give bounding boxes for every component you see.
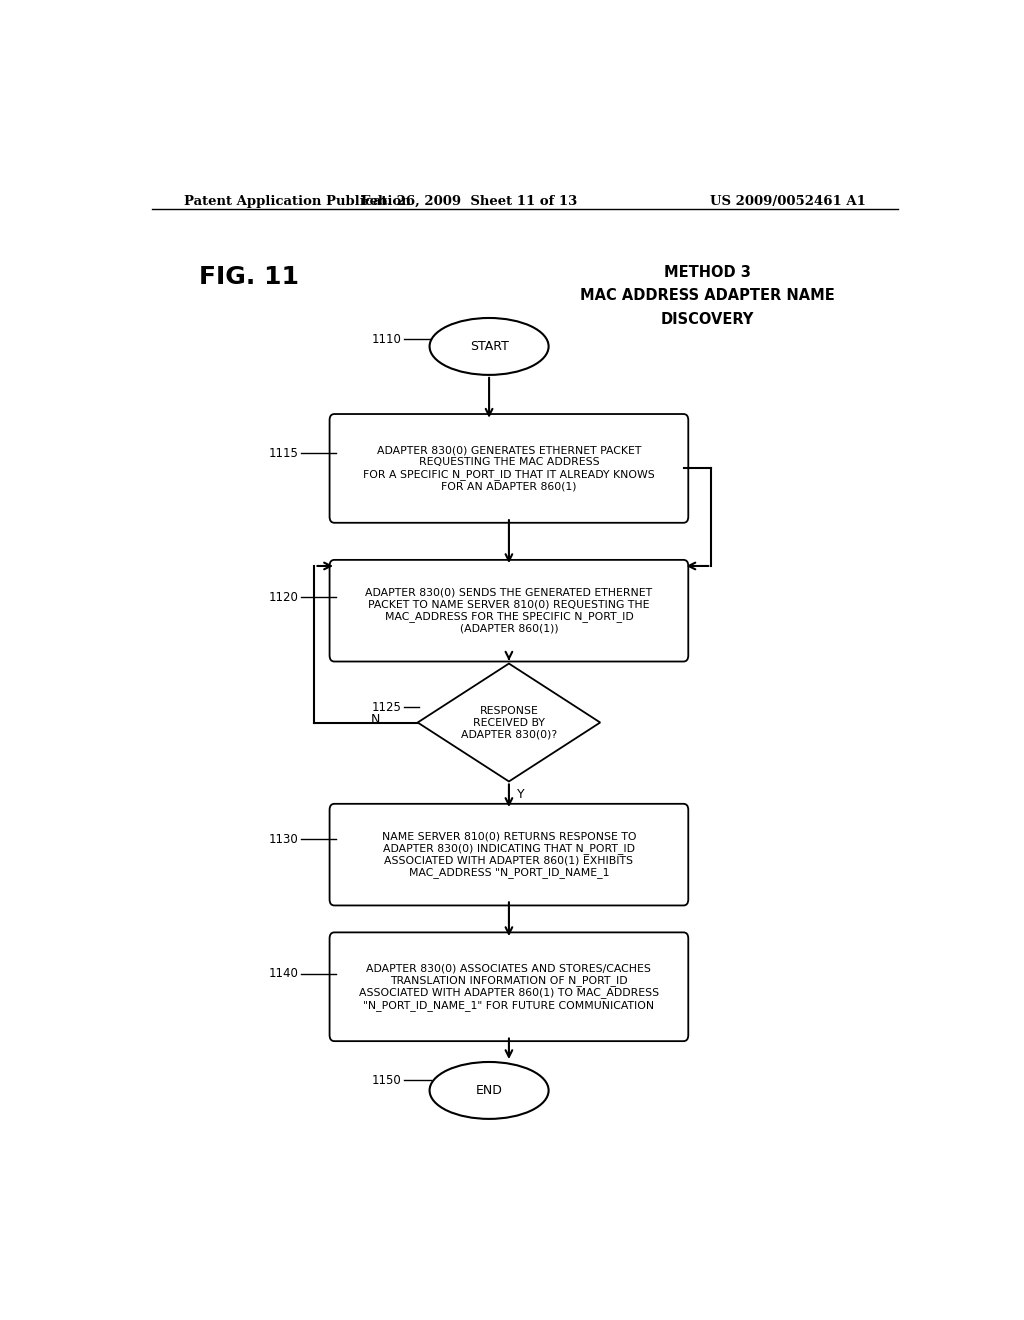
Text: 1140: 1140: [268, 968, 299, 979]
Text: 1120: 1120: [268, 591, 299, 605]
Text: 1125: 1125: [372, 701, 401, 714]
Text: FIG. 11: FIG. 11: [200, 265, 299, 289]
Text: 1110: 1110: [372, 333, 401, 346]
Text: Y: Y: [517, 788, 524, 800]
Text: ADAPTER 830(0) SENDS THE GENERATED ETHERNET
PACKET TO NAME SERVER 810(0) REQUEST: ADAPTER 830(0) SENDS THE GENERATED ETHER…: [366, 587, 652, 634]
Text: MAC ADDRESS ADAPTER NAME: MAC ADDRESS ADAPTER NAME: [580, 289, 835, 304]
Text: DISCOVERY: DISCOVERY: [660, 312, 754, 327]
Text: US 2009/0052461 A1: US 2009/0052461 A1: [711, 195, 866, 209]
Text: NAME SERVER 810(0) RETURNS RESPONSE TO
ADAPTER 830(0) INDICATING THAT N_PORT_ID
: NAME SERVER 810(0) RETURNS RESPONSE TO A…: [382, 832, 636, 878]
Text: METHOD 3: METHOD 3: [664, 265, 751, 280]
Text: END: END: [476, 1084, 503, 1097]
Text: 1130: 1130: [269, 833, 299, 846]
Text: N: N: [371, 713, 380, 726]
Text: START: START: [470, 341, 509, 352]
Text: 1150: 1150: [372, 1073, 401, 1086]
Text: Feb. 26, 2009  Sheet 11 of 13: Feb. 26, 2009 Sheet 11 of 13: [361, 195, 578, 209]
Text: 1115: 1115: [268, 446, 299, 459]
Text: RESPONSE
RECEIVED BY
ADAPTER 830(0)?: RESPONSE RECEIVED BY ADAPTER 830(0)?: [461, 706, 557, 739]
Text: ADAPTER 830(0) ASSOCIATES AND STORES/CACHES
TRANSLATION INFORMATION OF N_PORT_ID: ADAPTER 830(0) ASSOCIATES AND STORES/CAC…: [358, 964, 659, 1011]
Text: ADAPTER 830(0) GENERATES ETHERNET PACKET
REQUESTING THE MAC ADDRESS
FOR A SPECIF: ADAPTER 830(0) GENERATES ETHERNET PACKET…: [364, 446, 654, 491]
Text: Patent Application Publication: Patent Application Publication: [183, 195, 411, 209]
